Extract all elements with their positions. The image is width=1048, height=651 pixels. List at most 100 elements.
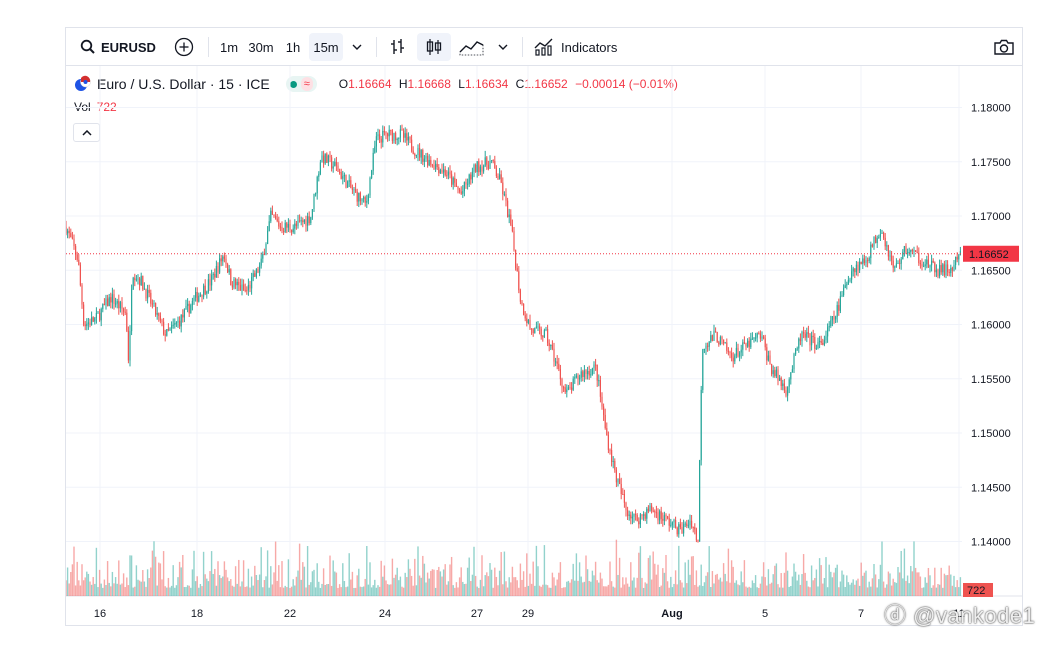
market-status-badge[interactable]: ≈ [285,76,317,92]
candle-body [129,331,131,361]
volume-bar [948,565,950,596]
indicators-button[interactable]: Indicators [530,33,630,61]
candle-body [540,328,542,337]
candle-body [180,314,182,327]
volume-bar [546,585,549,596]
candle-body [297,220,299,226]
volume-bar [486,572,488,596]
volume-bar [578,562,581,596]
interval-1m-button[interactable]: 1m [219,39,239,55]
volume-bar [356,575,358,596]
volume-bar [742,582,744,596]
candle-body [620,483,622,494]
candle-body [359,192,361,202]
volume-bar [793,563,795,596]
candle-body [731,353,733,358]
volume-bar [388,584,390,596]
candle-body [67,230,69,234]
volume-bar [575,553,578,596]
candle-body [910,249,912,252]
candle-body [699,460,701,542]
volume-bar [484,575,486,596]
volume-bar [889,573,891,596]
price-axis[interactable]: 1.18000 1.17500 1.17000 1.16500 1.16000 1.155… [971,103,1011,549]
candle-body [913,250,915,252]
volume-bar [884,587,886,596]
area-chart-type-button[interactable] [456,33,488,61]
volume-bar [222,576,224,596]
interval-15m-button[interactable]: 15m [309,33,343,61]
volume-bar [206,578,208,596]
volume-bar [246,586,248,596]
volume-bar [439,571,442,596]
interval-1h-button[interactable]: 1h [285,39,301,55]
volume-bar [716,573,718,596]
candle-body [499,174,501,179]
candle-body [543,330,545,337]
candle-body [734,355,736,362]
volume-bar [865,570,867,596]
change-value: −0.00014 (−0.01%) [575,77,678,91]
time-axis[interactable]: 16 18 22 24 27 29 Aug 5 7 11 [94,608,965,620]
interval-30m-button[interactable]: 30m [248,39,274,55]
candle-body [854,268,856,273]
collapse-legend-button[interactable] [73,123,100,142]
snapshot-button[interactable] [989,33,1019,61]
candle-body [531,328,533,330]
candle-body [329,155,331,158]
volume-bar [289,587,291,596]
volume-bar [636,577,638,596]
candle-body [199,294,201,296]
candle-body [107,298,109,307]
candle-body [787,386,789,396]
candle-body [503,194,505,196]
volume-bar [217,561,219,596]
toolbar-separator [522,37,523,57]
candle-body [839,296,841,311]
compare-symbol-button[interactable] [169,33,199,61]
volume-bar [639,546,642,596]
volume-bar [727,548,730,596]
candle-body [569,387,571,389]
candle-body [916,251,918,253]
volume-bar [599,572,602,596]
symbol-search-button[interactable]: EURUSD [76,33,156,61]
volume-bar [607,584,610,596]
candle-body [255,268,257,277]
volume-bar [802,554,805,596]
candle-body [212,274,214,276]
candle-body [497,176,499,179]
candle-body [835,316,837,320]
volume-bar [921,587,923,596]
volume-bar [519,563,522,596]
candle-body [883,232,885,238]
candle-body [476,161,478,173]
bar-chart-type-button[interactable] [384,33,412,61]
candle-body [654,511,656,513]
candle-body [937,269,939,277]
candle-body [529,320,531,329]
candle-body [225,258,227,265]
candle-body [134,277,136,281]
volume-bar [562,587,565,596]
volume-bar [654,563,656,596]
candle-body [758,333,760,335]
volume-bar [324,584,326,596]
volume-bar [796,580,798,596]
volume-bar [719,577,722,596]
volume-bar [582,582,584,596]
candle-body [614,461,616,470]
volume-bar [318,581,320,596]
volume-bar [210,551,213,596]
volume-bar [188,585,190,596]
volume-bar [530,583,533,596]
volume-bar [857,578,859,596]
candle-body [454,177,456,183]
candle-body [355,189,357,192]
interval-dropdown-button[interactable] [346,33,368,61]
candles-chart-type-button[interactable] [417,33,451,61]
candle-body [601,396,603,407]
chart-type-dropdown-button[interactable] [492,33,514,61]
candle-body [753,337,755,339]
